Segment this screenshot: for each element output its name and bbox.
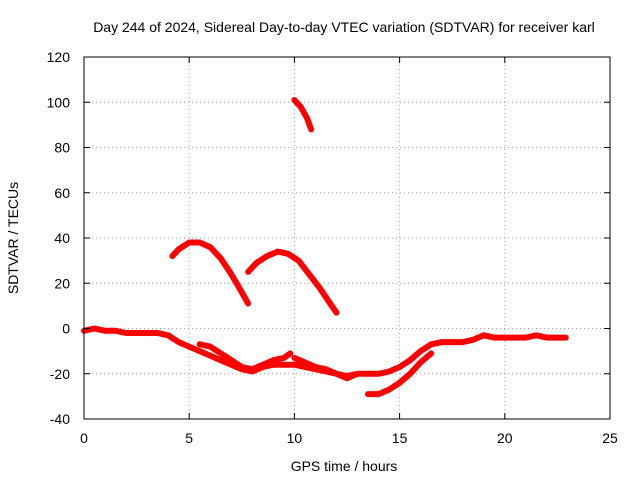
series-secondary-trace-2 [291,354,361,382]
series-low-branch [365,350,435,398]
y-tick-label: 60 [54,185,70,201]
plot-frame [83,56,611,420]
x-tick-label: 15 [392,430,408,446]
series-arc-2 [245,248,340,316]
y-tick-label: 0 [62,321,70,337]
y-axis-label: SDTVAR / TECUs [5,182,21,294]
x-tick-label: 20 [497,430,513,446]
series-arc-1 [169,239,252,307]
x-ticks: 0 5 10 15 20 25 [80,57,618,446]
y-tick-label: 100 [47,94,71,110]
y-tick-label: 20 [54,275,70,291]
x-tick-label: 10 [287,430,303,446]
x-tick-label: 25 [602,430,618,446]
series-secondary-trace-1 [196,341,294,373]
chart-title: Day 244 of 2024, Sidereal Day-to-day VTE… [93,19,595,35]
y-tick-label: 40 [54,230,70,246]
x-axis-label: GPS time / hours [291,458,398,474]
y-tick-label: -20 [50,366,70,382]
y-tick-label: 120 [47,49,71,65]
series-high-segment [291,97,315,133]
y-tick-label: 80 [54,140,70,156]
y-ticks: -40 -20 0 20 40 60 80 100 120 [47,49,610,427]
y-tick-label: -40 [50,411,70,427]
x-tick-label: 0 [80,430,88,446]
x-tick-label: 5 [185,430,193,446]
series-layer [81,97,569,398]
